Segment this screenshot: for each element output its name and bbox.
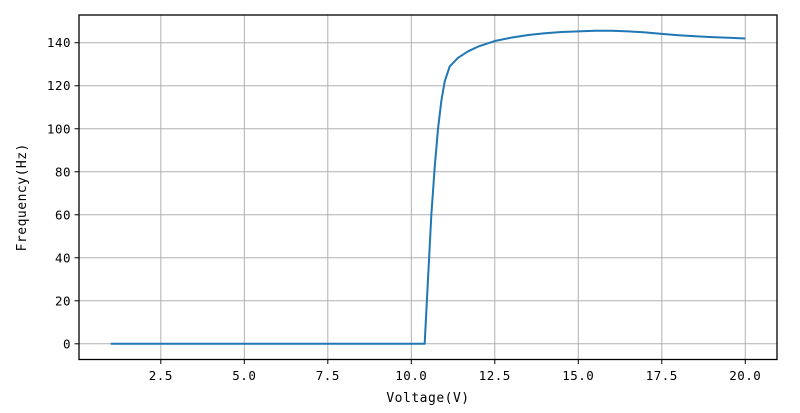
y-axis-label: Frequency(Hz) [15, 143, 30, 251]
x-tick-label: 7.5 [316, 368, 340, 383]
y-tick-label: 60 [55, 207, 71, 222]
frequency-line [110, 29, 746, 345]
y-tick-label: 20 [55, 293, 71, 308]
axis-tick-marks [74, 42, 746, 364]
x-tick-label: 10.0 [395, 368, 427, 383]
y-tick-label: 140 [47, 35, 71, 50]
y-tick-label: 40 [55, 250, 71, 265]
y-tick-label: 100 [47, 121, 71, 136]
x-tick-label: 5.0 [232, 368, 256, 383]
axis-tick-labels: 2.5 5.0 7.5 10.0 12.5 15.0 17.5 20.0 0 20 40 60 80 10… [47, 35, 761, 383]
x-tick-label: 2.5 [149, 368, 173, 383]
x-tick-label: 15.0 [562, 368, 594, 383]
x-axis-label: Voltage(V) [386, 391, 469, 406]
plot-border [78, 14, 778, 361]
y-tick-label: 120 [47, 78, 71, 93]
x-tick-label: 17.5 [646, 368, 678, 383]
gridlines [79, 15, 777, 360]
y-tick-label: 80 [55, 164, 71, 179]
x-tick-label: 20.0 [729, 368, 761, 383]
y-tick-label: 0 [63, 336, 71, 351]
x-tick-label: 12.5 [479, 368, 511, 383]
